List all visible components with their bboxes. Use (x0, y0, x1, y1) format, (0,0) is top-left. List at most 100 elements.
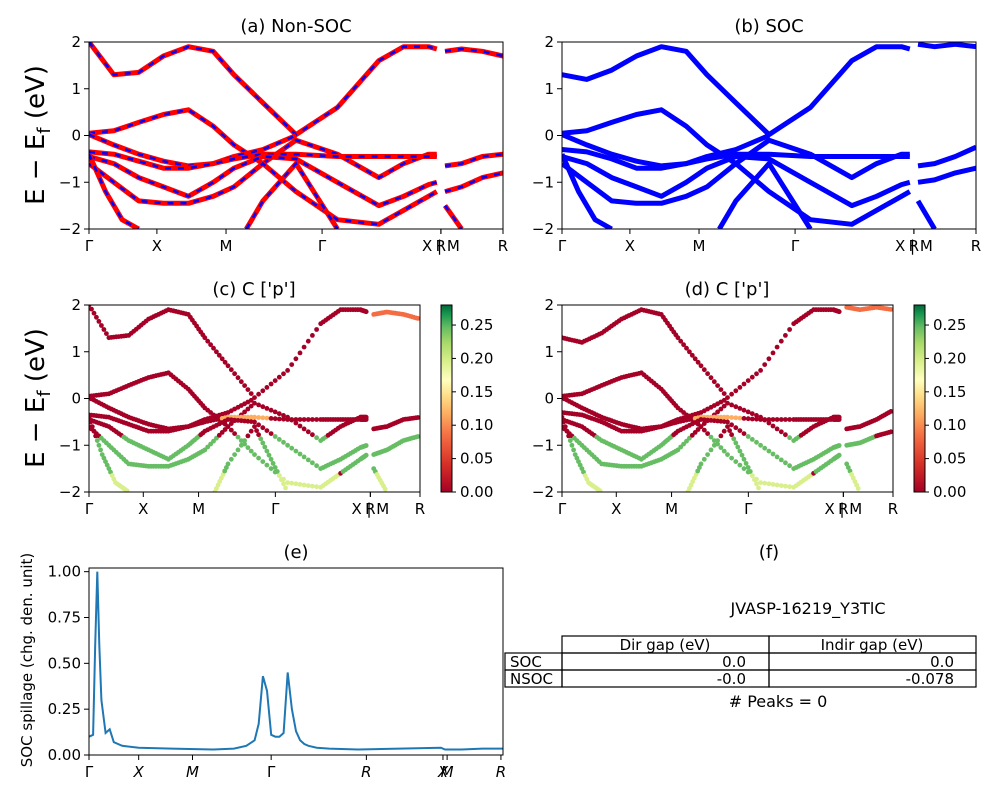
projected-point (256, 455, 261, 461)
projected-point (274, 469, 280, 474)
band-line-soc-overlay (444, 152, 503, 168)
projected-point (754, 416, 759, 422)
projected-point (752, 477, 757, 483)
projected-point (314, 417, 319, 422)
projected-point (214, 349, 219, 355)
projected-point (774, 344, 780, 350)
y-tick-label: 1 (71, 343, 81, 361)
x-tick-label: M (220, 237, 233, 255)
projected-point (301, 454, 307, 460)
projected-point (701, 367, 707, 373)
projected-point (678, 444, 684, 450)
projected-point (310, 483, 315, 489)
projected-point (305, 417, 311, 422)
band-line (562, 161, 912, 227)
band-line-soc-overlay (89, 161, 438, 226)
projected-point (783, 417, 788, 422)
projected-point (310, 417, 315, 422)
x-tick-label: R (498, 237, 508, 255)
projected-point (268, 407, 274, 413)
colorbar-gradient (440, 304, 453, 493)
projected-point (733, 388, 739, 394)
x-tick-label: Γ (85, 500, 94, 518)
projected-point (260, 425, 266, 431)
projected-point (754, 371, 759, 377)
projected-point (774, 482, 780, 488)
projected-point (766, 417, 772, 422)
y-tick-label: 0 (71, 127, 81, 145)
projected-point (205, 338, 211, 344)
y-tick-label: 0 (71, 390, 81, 408)
x-tick-label: M (441, 763, 454, 781)
projected-point (725, 395, 730, 400)
projected-point (718, 445, 724, 450)
band-line (917, 42, 976, 50)
projected-point (725, 400, 730, 406)
projected-point (705, 452, 710, 457)
projected-point (276, 411, 282, 417)
projected-point (778, 457, 784, 463)
projected-point (301, 344, 307, 350)
colorbar-tick-label: 0.15 (933, 383, 966, 401)
projected-point (733, 415, 739, 421)
projected-point (741, 456, 747, 462)
projected-point (232, 431, 238, 436)
projected-point (276, 416, 282, 422)
projected-point (281, 413, 286, 418)
projected-point (228, 427, 234, 433)
projected-point (729, 455, 734, 461)
y-tick-label: 0.75 (48, 609, 81, 627)
projected-point (310, 460, 315, 466)
colorbar-tick-label: 0.10 (460, 416, 493, 434)
ylabel-row1: E − Ef (eV) (21, 65, 55, 205)
projected-point (91, 310, 97, 316)
projected-point (305, 429, 311, 435)
projected-point (293, 417, 299, 422)
projected-point (301, 426, 307, 432)
projected-point (248, 397, 254, 403)
band-line-soc-overlay (89, 42, 438, 137)
x-tick-label: Γ (318, 237, 327, 255)
y-tick-label: 2 (544, 33, 554, 51)
projected-point (749, 473, 755, 478)
projected-point (737, 406, 743, 411)
y-tick-label: 1 (544, 343, 554, 361)
projected-point (363, 417, 369, 422)
projected-point (222, 427, 228, 432)
x-tick-label: R (436, 237, 446, 255)
projected-point (774, 417, 780, 422)
projected-point (562, 419, 567, 425)
title-panel-d: (d) C ['p'] (685, 279, 770, 300)
projected-point (783, 483, 788, 489)
projected-point (766, 481, 772, 487)
projected-point (252, 414, 257, 420)
projected-point (749, 437, 755, 442)
projected-point (758, 368, 763, 373)
projected-point (272, 378, 278, 383)
projected-point (228, 456, 234, 462)
projected-point (289, 480, 295, 486)
projected-point (314, 484, 319, 490)
x-tick-label: Γ (558, 237, 567, 255)
band-line (562, 154, 911, 209)
x-tick-label: M (665, 500, 678, 518)
title-panel-e: (e) (283, 542, 308, 563)
projected-point (248, 403, 254, 409)
projected-point (256, 422, 261, 428)
projected-point (305, 483, 311, 488)
projected-point (749, 374, 755, 380)
projected-point (238, 379, 244, 385)
projected-point (705, 431, 710, 436)
projected-point (219, 430, 225, 435)
projected-point (733, 404, 739, 410)
projected-point (721, 428, 727, 434)
projected-point (836, 417, 842, 422)
colorbar-tick-label: 0.25 (933, 316, 966, 334)
projected-point (758, 442, 763, 448)
projected-point (101, 327, 107, 332)
projected-point (258, 436, 264, 442)
scatter-points (89, 305, 420, 492)
projected-point (721, 397, 727, 403)
band-line (917, 165, 976, 185)
projected-point (715, 383, 720, 388)
